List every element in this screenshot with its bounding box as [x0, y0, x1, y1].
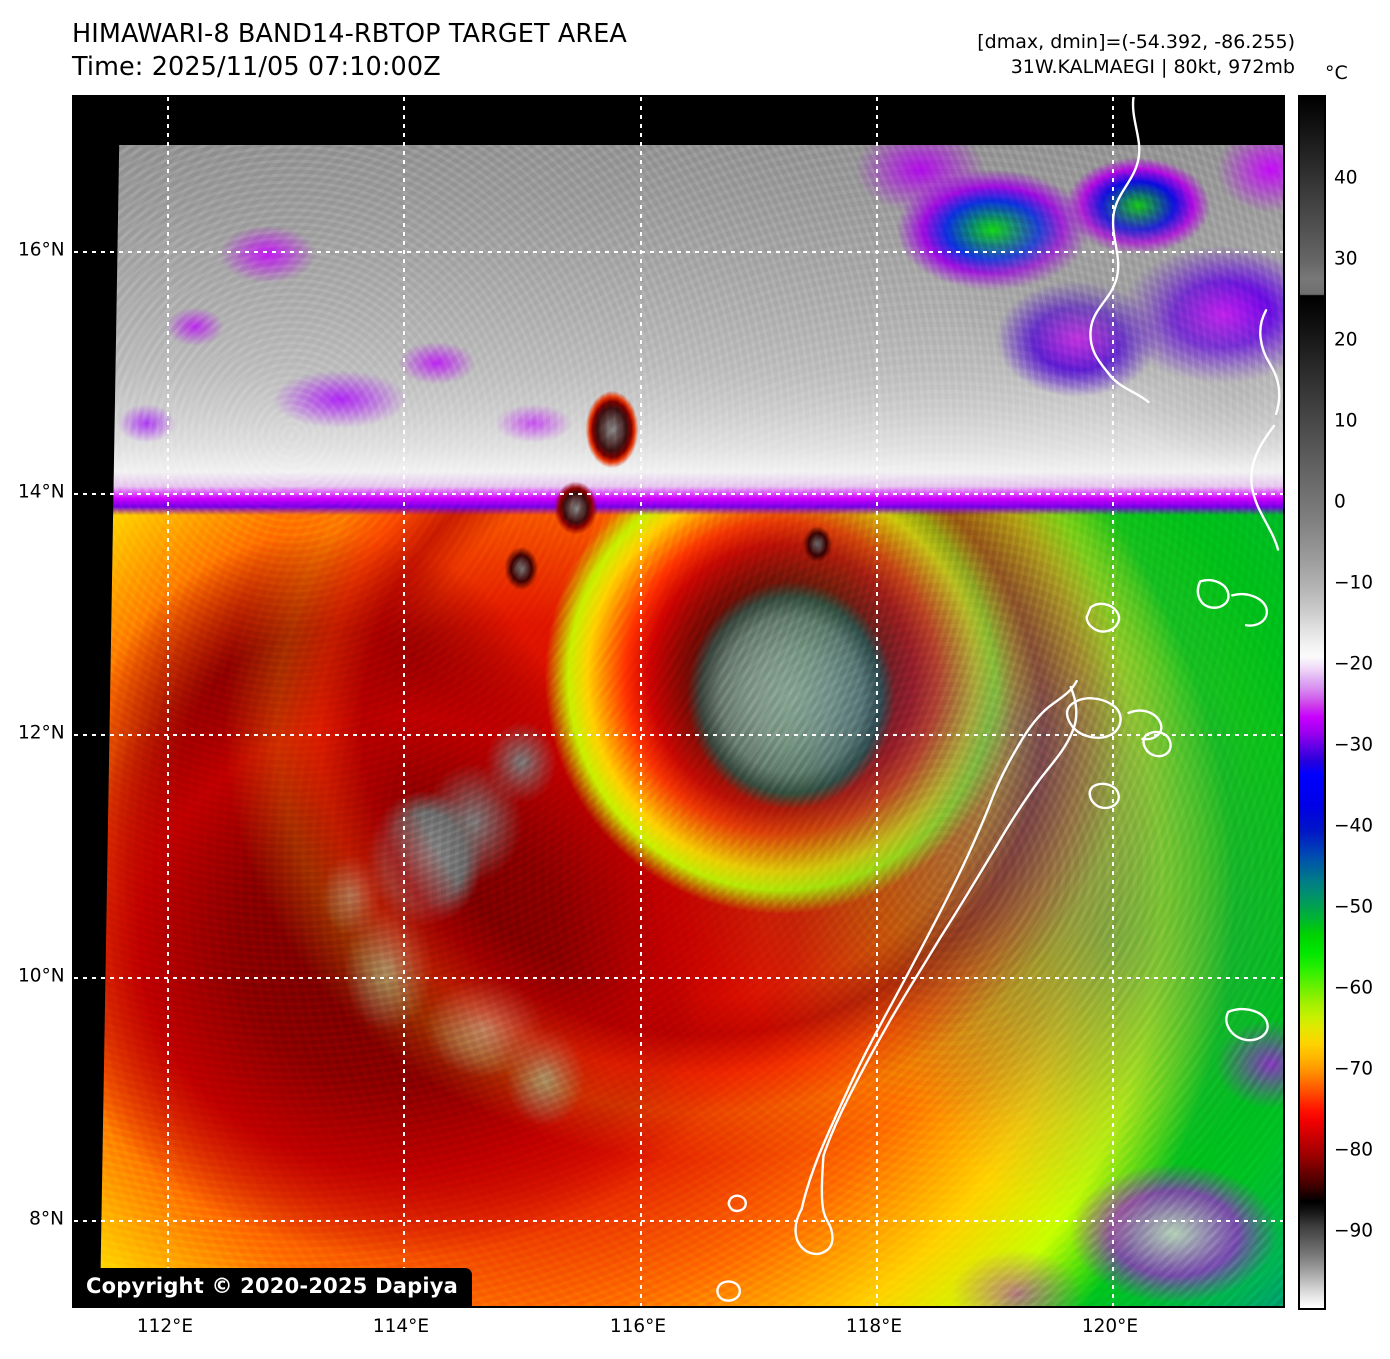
product-title: HIMAWARI-8 BAND14-RBTOP TARGET AREA: [72, 19, 627, 49]
dmax-dmin-label: [dmax, dmin]=(-54.392, -86.255): [977, 31, 1295, 53]
ytick-label-8n: 8°N: [29, 1208, 64, 1230]
cbar-tick-40: 40: [1334, 167, 1358, 189]
xtick-label-120e: 120°E: [1081, 1316, 1139, 1337]
cbar-tick-10: 10: [1334, 410, 1358, 432]
cbar-tick-30: 30: [1334, 248, 1358, 270]
page-title: HIMAWARI-8 BAND14-RBTOP TARGET AREA Time…: [72, 18, 627, 84]
nodata-top-band: [74, 97, 1283, 145]
xtick-label-114e: 114°E: [372, 1316, 430, 1337]
cbar-tick-m70: −70: [1334, 1058, 1374, 1080]
cbar-tick-m80: −80: [1334, 1139, 1374, 1161]
copyright-label: Copyright © 2020-2025 Dapiya: [74, 1268, 472, 1306]
colorbar-unit-label: °C: [1325, 62, 1348, 84]
cbar-tick-m60: −60: [1334, 977, 1374, 999]
timestamp-label: Time: 2025/11/05 07:10:00Z: [72, 52, 441, 82]
xtick-label-118e: 118°E: [845, 1316, 903, 1337]
metadata-block: [dmax, dmin]=(-54.392, -86.255) 31W.KALM…: [977, 30, 1295, 80]
raster-layer-texture: [74, 97, 1283, 1306]
ytick-label-16n: 16°N: [18, 239, 65, 261]
cbar-tick-m40: −40: [1334, 815, 1374, 837]
cbar-tick-m30: −30: [1334, 734, 1374, 756]
ytick-label-14n: 14°N: [18, 481, 65, 503]
cbar-tick-m20: −20: [1334, 653, 1374, 675]
ytick-label-12n: 12°N: [18, 722, 65, 744]
colorbar-gradient: [1300, 97, 1324, 1308]
cbar-tick-m50: −50: [1334, 896, 1374, 918]
xtick-label-112e: 112°E: [136, 1316, 194, 1337]
satellite-image-plot: Copyright © 2020-2025 Dapiya: [72, 95, 1285, 1308]
cbar-tick-m90: −90: [1334, 1220, 1374, 1242]
cbar-tick-m10: −10: [1334, 572, 1374, 594]
cbar-tick-0: 0: [1334, 491, 1346, 513]
colorbar: [1298, 95, 1326, 1310]
satellite-raster: [74, 97, 1283, 1306]
storm-info-label: 31W.KALMAEGI | 80kt, 972mb: [1010, 56, 1295, 78]
ytick-label-10n: 10°N: [18, 965, 65, 987]
xtick-label-116e: 116°E: [609, 1316, 667, 1337]
cbar-tick-20: 20: [1334, 329, 1358, 351]
